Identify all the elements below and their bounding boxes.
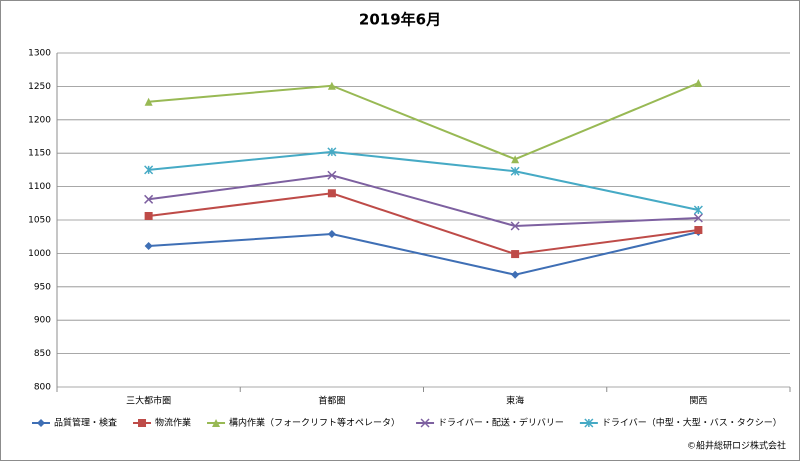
marker: [144, 211, 153, 220]
marker: [144, 165, 154, 175]
x-tick-label: 三大都市圏: [126, 395, 171, 407]
marker: [327, 147, 337, 157]
marker: [144, 194, 154, 204]
marker: [693, 213, 703, 223]
marker: [511, 270, 520, 279]
marker: [584, 418, 594, 428]
series-line: [148, 231, 699, 276]
marker: [327, 170, 337, 180]
y-tick-label: 1000: [28, 249, 51, 259]
y-tick-label: 900: [34, 316, 51, 326]
marker: [138, 419, 147, 427]
marker: [420, 418, 430, 428]
series-line: [148, 150, 699, 211]
chart-title: 2019年6月: [359, 11, 441, 29]
y-tick-label: 1250: [28, 82, 51, 92]
marker: [693, 205, 703, 215]
x-tick-label: 東海: [506, 395, 524, 407]
y-tick-label: 850: [34, 349, 51, 359]
marker: [511, 155, 520, 164]
y-tick-label: 1150: [28, 149, 51, 159]
marker: [212, 419, 221, 427]
y-tick-label: 1300: [28, 49, 51, 59]
y-tick-label: 800: [34, 383, 51, 393]
marker: [694, 226, 703, 235]
marker: [327, 81, 336, 90]
y-tick-label: 1050: [28, 216, 51, 226]
marker: [327, 189, 336, 198]
marker: [37, 419, 45, 427]
legend-label: 物流作業: [155, 417, 191, 429]
legend-label: 構内作業（フォークリフト等オペレータ）: [229, 417, 400, 429]
series-line: [148, 82, 699, 161]
series-line: [148, 192, 699, 256]
marker: [510, 221, 520, 231]
marker: [694, 79, 703, 88]
y-tick-label: 1100: [28, 182, 51, 192]
y-tick-label: 1200: [28, 115, 51, 125]
marker: [144, 97, 153, 106]
legend-label: ドライバー（中型・大型・バス・タクシー）: [602, 417, 782, 429]
legend-label: 品質管理・検査: [54, 417, 117, 429]
x-tick-label: 首都圏: [318, 395, 345, 407]
marker: [144, 242, 153, 251]
marker: [511, 250, 520, 259]
legend-label: ドライバー・配送・デリバリー: [438, 417, 564, 429]
y-tick-label: 950: [34, 282, 51, 292]
series-line: [148, 174, 699, 228]
credit: ©船井総研ロジ株式会社: [687, 440, 786, 452]
marker: [327, 230, 336, 239]
x-tick-label: 関西: [689, 396, 707, 407]
marker: [510, 166, 520, 176]
